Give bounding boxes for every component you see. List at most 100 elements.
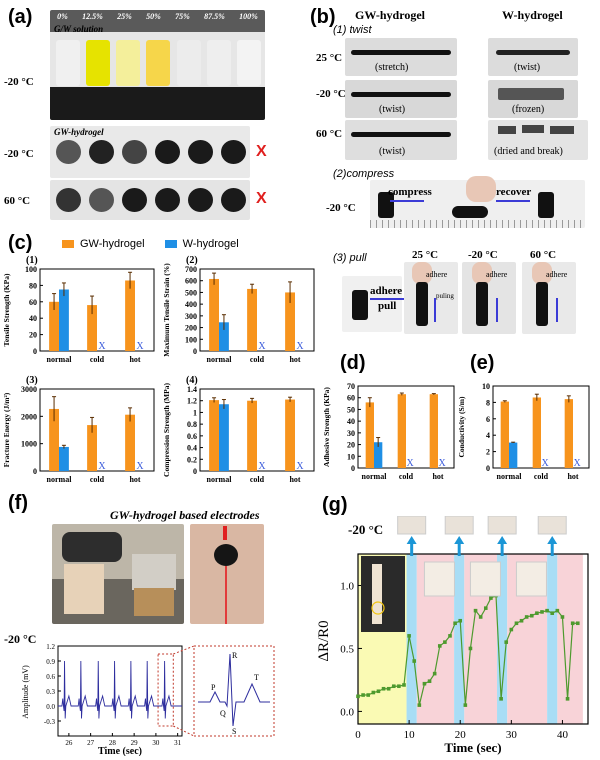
bar	[49, 408, 59, 471]
x-tick-label: 27	[87, 739, 95, 747]
bar	[87, 425, 97, 471]
data-point	[489, 596, 493, 600]
wrist-photo	[190, 524, 264, 624]
hydrogel-disc	[56, 140, 81, 164]
finger	[466, 176, 496, 202]
panel-d-label: (d)	[340, 352, 366, 374]
vial-row	[56, 40, 261, 86]
temp-label-a2: -20 °C	[4, 148, 34, 160]
bar	[59, 446, 69, 471]
gw-twist-hot-photo: (twist)	[345, 120, 457, 160]
arrow-head-icon	[406, 536, 417, 544]
y-tick-label: 1.2	[187, 397, 197, 406]
y-tick-label: 0	[193, 467, 197, 476]
panel-number: (4)	[186, 375, 198, 386]
arm-photo	[361, 556, 405, 632]
twist-title: (1) twist	[333, 24, 372, 36]
time-region	[454, 554, 465, 724]
hydrogel-disc-row	[56, 140, 246, 164]
hydrogel-disc	[122, 188, 147, 212]
chart-d: 0 10 20 30 40 50 60 70 Adhesive Strength (KPa) no…	[322, 382, 455, 481]
y-axis-label: Conductivity (S/m)	[457, 396, 466, 458]
y-tick-label: 50	[347, 405, 355, 414]
arrow-right-icon	[390, 200, 424, 202]
data-point	[437, 644, 442, 648]
inset-label-t: T	[254, 673, 259, 682]
hydrogel-stretched	[476, 282, 488, 326]
fail-mark: X	[296, 461, 304, 472]
time-region	[406, 554, 417, 724]
y-axis-label: Fracture Energy (J/m²)	[2, 392, 11, 467]
x-tick-label: normal	[207, 355, 233, 364]
hydrogel-disc	[122, 140, 147, 164]
data-point	[366, 693, 371, 697]
pull-temp-3: 60 °C	[530, 249, 557, 261]
y-tick-label: 300	[185, 312, 197, 321]
data-point	[417, 703, 422, 707]
hydrogel-disc	[155, 188, 180, 212]
y-tick-label: 0.9	[46, 658, 55, 666]
legend: GW-hydrogel W-hydrogel	[62, 238, 239, 250]
bar	[247, 288, 257, 351]
data-point	[356, 694, 360, 699]
y-tick-label: 1	[193, 408, 197, 417]
hydrogel-strip	[351, 92, 451, 97]
x-axis-label: Time (sec)	[98, 746, 142, 756]
inset-label-s: S	[232, 727, 236, 736]
gw-twist-cold-photo: (twist)	[345, 80, 457, 118]
sensor-marker	[371, 601, 385, 615]
vial	[236, 40, 261, 86]
data-point	[478, 615, 483, 619]
fail-mark: X	[574, 458, 582, 469]
gw-stretch-photo: (stretch)	[345, 38, 457, 76]
y-tick-label: 0	[33, 467, 37, 476]
col-header-gw: GW-hydrogel	[355, 8, 426, 22]
hydrogel-stretched	[416, 282, 428, 326]
y-tick-label: 1.4	[187, 385, 197, 394]
hydrogel-caption: GW-hydrogel	[54, 127, 104, 137]
data-point	[448, 634, 452, 638]
hydrogel-cylinder	[538, 192, 554, 218]
y-axis-label: ΔR/R0	[316, 620, 332, 661]
hydrogel-fragment	[522, 125, 544, 133]
fail-mark: X	[296, 341, 304, 352]
x-tick-label: normal	[47, 475, 73, 484]
panel-number: (1)	[26, 255, 38, 266]
hydrogel-cylinder	[378, 192, 394, 218]
conc-label: 87.5%	[204, 12, 225, 21]
x-tick-label: hot	[289, 355, 300, 364]
hydrogel-photo-hot	[50, 180, 250, 220]
x-tick-label: cold	[250, 475, 265, 484]
y-tick-label: 100	[185, 335, 197, 344]
y-axis-label: Maximum Tensile Strain (%)	[162, 263, 171, 357]
electrodes-title: GW-hydrogel based electrodes	[110, 508, 260, 522]
data-point	[407, 634, 411, 638]
data-point	[371, 690, 376, 695]
vial	[56, 40, 80, 86]
y-tick-label: 400	[185, 300, 197, 309]
twist-caption: (twist)	[379, 104, 406, 115]
data-point	[519, 618, 524, 623]
twist-caption: (stretch)	[375, 62, 409, 73]
y-tick-label: 200	[185, 324, 197, 333]
y-tick-label: 80	[29, 281, 37, 290]
hydrogel-strip	[496, 50, 570, 55]
ecg-device	[132, 554, 176, 590]
fail-mark: X	[258, 341, 266, 352]
y-tick-label: 0.0	[340, 706, 354, 718]
finger	[532, 262, 552, 284]
arrow-up-icon	[496, 298, 498, 322]
vial	[86, 40, 111, 86]
conc-label: 100%	[239, 12, 258, 21]
y-tick-label: 0	[193, 347, 197, 356]
y-tick-label: 2000	[21, 412, 37, 421]
y-tick-label: 20	[29, 331, 37, 340]
x-tick-label: cold	[399, 472, 414, 481]
vial	[146, 40, 171, 86]
chart-c4: 0 0.2 0.4 0.6 0.8 1 1.2 1.4 Compression Strength…	[162, 375, 315, 484]
chart-c3: 0 1000 2000 3000 Fracture Energy (J/m²) (3) no…	[2, 375, 155, 484]
finger-photo	[487, 516, 517, 535]
bar	[49, 301, 59, 351]
compress-photo	[370, 176, 585, 228]
data-point	[453, 621, 457, 626]
